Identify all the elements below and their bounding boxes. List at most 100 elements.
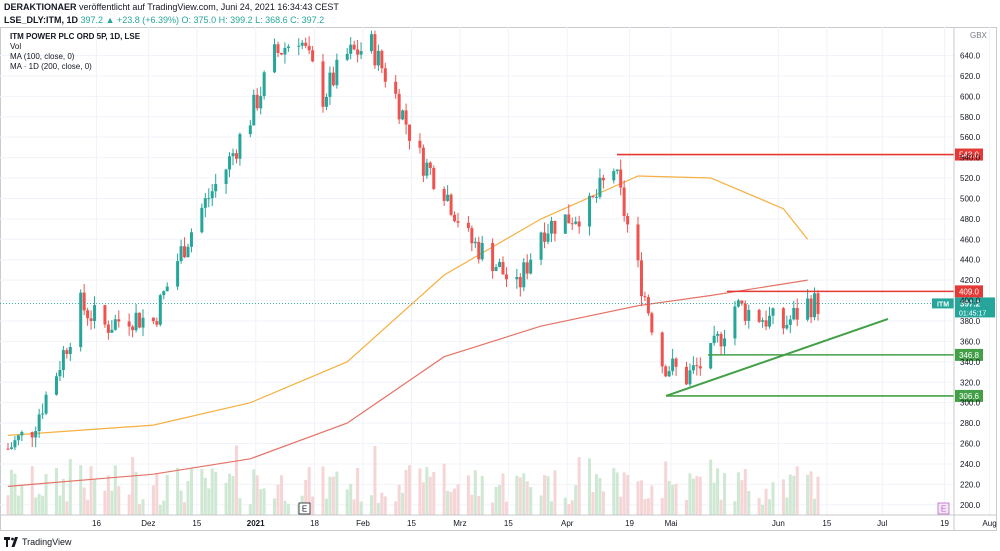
volume-bar	[54, 467, 58, 515]
volume-bar	[276, 484, 280, 515]
volume-bar	[252, 469, 256, 515]
candle-body	[691, 365, 695, 371]
level-tag-346.8	[955, 348, 983, 361]
volume-bar	[110, 490, 114, 515]
volume-bar	[279, 475, 283, 515]
candle-body	[138, 312, 142, 328]
time-tick-label: Apr	[561, 519, 574, 528]
candle-body	[207, 198, 211, 200]
candle-body	[781, 308, 785, 329]
price-tick-label: 260.0	[960, 440, 981, 449]
volume-bar	[809, 471, 813, 515]
volume-bar	[259, 489, 263, 515]
volume-bar	[743, 468, 747, 515]
candle-body	[504, 274, 508, 280]
candle-body	[522, 262, 526, 288]
volume-bar	[570, 500, 574, 515]
candle-body	[283, 47, 287, 55]
candle-body	[650, 313, 654, 333]
volume-bar	[588, 458, 592, 515]
volume-bar	[162, 500, 166, 515]
candle-body	[131, 326, 135, 331]
last-price: 397.2	[80, 15, 104, 25]
volume-bar	[117, 486, 121, 515]
time-tick-label: Jun	[772, 519, 785, 528]
tradingview-logo-icon	[4, 537, 18, 547]
volume-bar	[591, 491, 595, 515]
volume-bar	[577, 457, 581, 515]
price-tick-label: 500.0	[960, 194, 981, 203]
candle-body	[328, 72, 332, 97]
volume-bar	[228, 473, 232, 515]
candle-body	[401, 110, 405, 120]
candle-body	[231, 153, 235, 157]
candle-body	[719, 333, 723, 347]
candle-body	[785, 324, 789, 329]
candle-body	[93, 305, 97, 321]
volume-bar	[622, 472, 626, 515]
earnings-marker-box	[298, 502, 311, 515]
candlesticks	[6, 30, 820, 451]
volume-bar	[425, 467, 429, 515]
candle-body	[394, 81, 398, 94]
candle-body	[262, 72, 266, 97]
candle-body	[612, 171, 616, 181]
volume-bar	[747, 490, 751, 515]
volume-bar	[567, 504, 571, 515]
candle-body	[210, 191, 214, 199]
candle-body	[349, 44, 353, 54]
candle-body	[768, 315, 772, 327]
candle-body	[619, 169, 623, 188]
time-axis[interactable]: 16 Dez 15 2021 18 Feb 15 Mrz 15 Apr 19 Mai Jun 15 Jul 1…	[0, 514, 997, 528]
candle-body	[425, 162, 429, 176]
time-tick-label: 15	[822, 519, 831, 528]
volume-bar	[311, 496, 315, 515]
level-tag-543.0	[955, 148, 983, 161]
publish-info-bar: DERAKTIONAER veröffentlicht auf TradingV…	[0, 0, 1000, 14]
legend-ma200: MA · 1D (200, close, 0)	[10, 62, 92, 71]
bar-countdown: 01:45:17	[959, 310, 986, 317]
volume-bar	[93, 479, 97, 515]
last-price-tag	[955, 297, 995, 318]
candle-body	[297, 45, 301, 47]
candle-body	[816, 293, 820, 314]
candle-body	[6, 448, 10, 450]
moving-averages	[7, 175, 809, 487]
candle-body	[809, 298, 813, 318]
volume-bar	[549, 501, 553, 515]
volume-bar	[442, 463, 446, 515]
candle-body	[494, 267, 498, 272]
price-axis[interactable]: 200.0 220.0 240.0 260.0 280.0 300.0 320.0 340.0…	[953, 27, 988, 531]
volume-bar	[785, 497, 789, 515]
price-tick-label: 580.0	[960, 113, 981, 122]
volume-bar	[189, 468, 193, 515]
candle-body	[626, 215, 630, 225]
candle-body	[539, 232, 543, 260]
candle-body	[259, 96, 263, 109]
volume-bar	[65, 501, 69, 515]
candle-body	[162, 291, 166, 296]
volume-bar	[106, 475, 110, 515]
candle-body	[408, 124, 412, 141]
volume-bar	[525, 481, 529, 515]
candle-body	[9, 447, 13, 449]
candle-body	[660, 332, 664, 367]
trendline[interactable]	[665, 317, 889, 397]
candle-body	[369, 34, 373, 52]
volume-bar	[650, 485, 654, 515]
candle-body	[567, 214, 571, 224]
horizontal-levels[interactable]: 543.0 409.0 346.8 306.6 ITM 397.2 01:45:17	[0, 148, 995, 402]
candle-body	[155, 321, 159, 325]
volume-bar	[795, 466, 799, 515]
price-chart[interactable]: 543.0 409.0 346.8 306.6 ITM 397.2 01:45:17 200…	[0, 27, 997, 531]
volume-bars	[6, 445, 820, 515]
volume-bar	[349, 483, 353, 515]
time-tick-label: Mai	[665, 519, 678, 528]
volume-bar	[598, 477, 602, 515]
volume-bar	[639, 480, 643, 515]
volume-bar	[304, 479, 308, 515]
currency-label: GBX	[970, 31, 988, 40]
volume-bar	[328, 476, 332, 515]
volume-bar	[501, 473, 505, 515]
